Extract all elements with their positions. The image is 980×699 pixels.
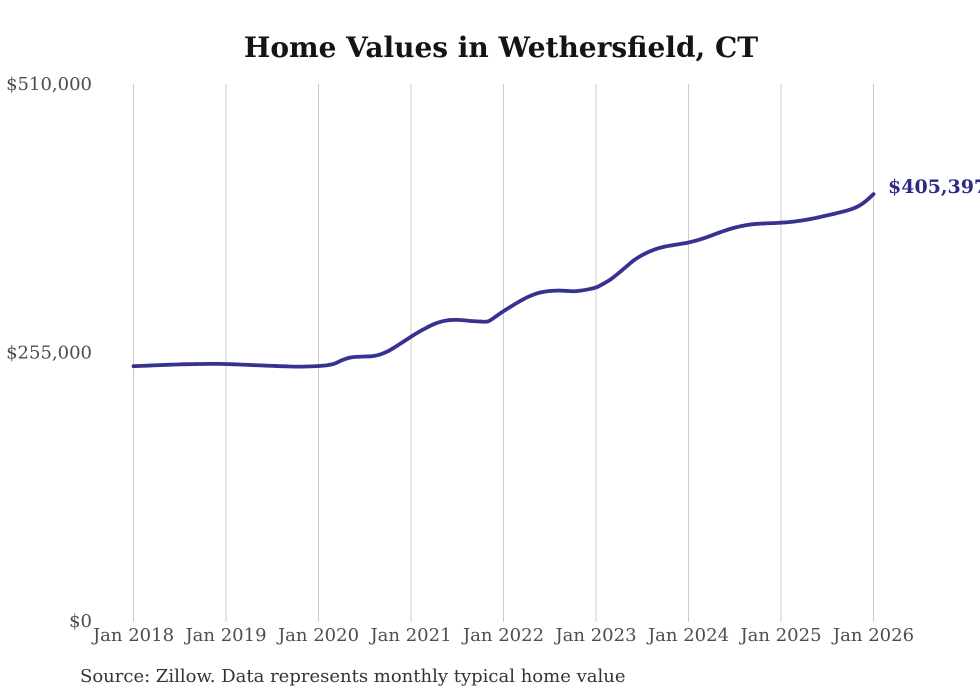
y-tick-label: $510,000 bbox=[6, 74, 92, 95]
x-tick-label: Jan 2018 bbox=[91, 625, 174, 646]
x-tick-label: Jan 2026 bbox=[831, 625, 914, 646]
x-tick-label: Jan 2025 bbox=[738, 625, 821, 646]
x-tick-label: Jan 2023 bbox=[553, 625, 636, 646]
home-value-line bbox=[131, 192, 876, 369]
x-tick-label: Jan 2022 bbox=[461, 625, 544, 646]
y-tick-label: $0 bbox=[69, 611, 92, 632]
source-note: Source: Zillow. Data represents monthly … bbox=[80, 666, 626, 687]
x-tick-label: Jan 2020 bbox=[276, 625, 359, 646]
x-tick-label: Jan 2021 bbox=[368, 625, 451, 646]
x-tick-label: Jan 2024 bbox=[646, 625, 729, 646]
x-tick-label: Jan 2019 bbox=[183, 625, 266, 646]
y-tick-label: $255,000 bbox=[6, 343, 92, 364]
end-value-annotation: $405,397 bbox=[888, 176, 980, 198]
chart-title: Home Values in Wethersfield, CT bbox=[243, 31, 759, 64]
